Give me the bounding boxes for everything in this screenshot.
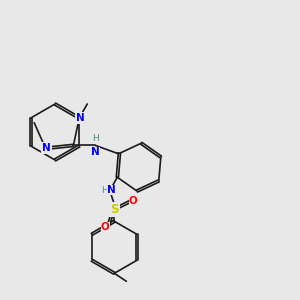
Text: H: H (92, 134, 99, 143)
Text: N: N (107, 185, 116, 195)
Text: N: N (76, 113, 85, 123)
Text: N: N (42, 143, 51, 153)
Text: O: O (101, 222, 110, 232)
Text: N: N (91, 147, 100, 158)
Text: H: H (101, 186, 108, 195)
Text: S: S (110, 203, 118, 216)
Text: O: O (129, 196, 138, 206)
